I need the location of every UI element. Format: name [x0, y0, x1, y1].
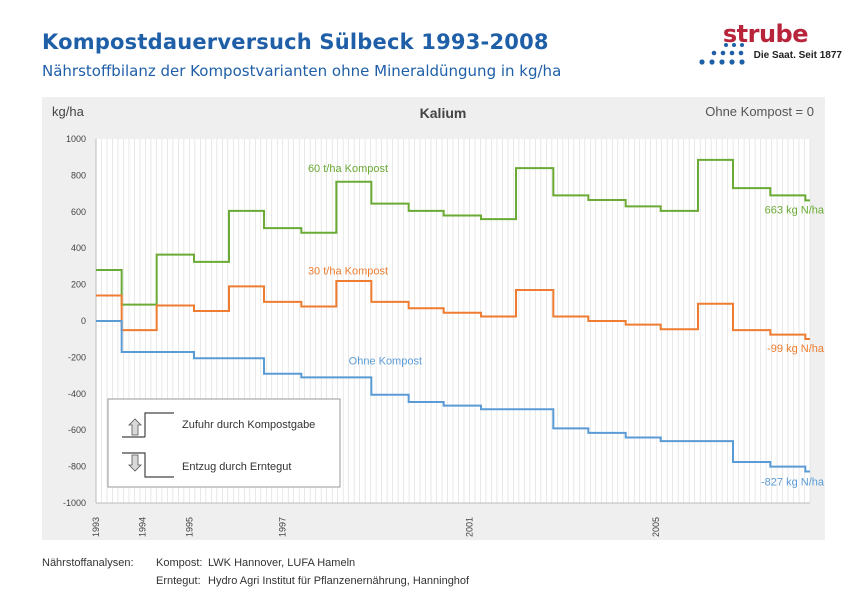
chart-note: Ohne Kompost = 0 [705, 104, 814, 119]
y-axis-ticks: -1000 -800 -600 -400 -200 0 200 400 600 800 1000 [63, 134, 86, 508]
x-tick-label: 2001 [464, 517, 474, 537]
x-tick-label: 1997 [278, 517, 288, 537]
series-name-label: 30 t/ha Kompost [308, 266, 388, 278]
x-tick-label: 2005 [651, 517, 661, 537]
chart-panel: -1000 -800 -600 -400 -200 0 200 400 600 800 1000 1… [42, 97, 825, 540]
arrow-up-icon [122, 412, 174, 438]
y-tick-label: -800 [68, 462, 86, 472]
legend-label-entzug: Entzug durch Erntegut [182, 461, 291, 473]
footer-value-erntegut: Hydro Agri Institut für Pflanzenernährun… [208, 575, 470, 587]
x-tick-label: 1993 [91, 517, 101, 537]
x-tick-label: 1995 [184, 517, 194, 537]
y-tick-label: 200 [71, 280, 86, 290]
y-tick-label: 800 [71, 170, 86, 180]
series-line [96, 158, 810, 306]
series-name-label: Ohne Kompost [349, 356, 422, 368]
series-layer: 60 t/ha Kompost 663 kg N/ha 30 t/ha Kompos… [96, 158, 825, 489]
legend-box: Zufuhr durch Kompostgabe Entzug durch Er… [107, 398, 341, 488]
series-end-label: 663 kg N/ha [765, 205, 825, 217]
footer-label: Nährstoffanalysen: [42, 557, 134, 569]
footer-key-kompost: Kompost: [156, 557, 203, 569]
series-end-label: -99 kg N/ha [767, 343, 825, 355]
y-tick-label: -200 [68, 352, 86, 362]
footer-row-erntegut: Erntegut: Hydro Agri Institut für Pflanze… [42, 575, 469, 593]
footer-row-kompost: Nährstoffanalysen: Kompost: LWK Hannover, … [42, 557, 469, 575]
y-tick-label: 600 [71, 207, 86, 217]
series-line [96, 320, 810, 473]
logo-wordmark: strube [722, 20, 809, 48]
chart-title: Kalium [420, 105, 467, 121]
footer-value-kompost: LWK Hannover, LUFA Hameln [208, 557, 356, 569]
y-tick-label: 0 [81, 316, 86, 326]
y-tick-label: -400 [68, 389, 86, 399]
y-tick-label: 1000 [66, 134, 86, 144]
x-axis-ticks: 1993 1994 1995 1997 2001 2005 [91, 517, 661, 537]
x-tick-label: 1994 [138, 517, 148, 537]
footer-key-erntegut: Erntegut: [156, 575, 201, 587]
y-axis-label: kg/ha [52, 104, 85, 119]
strube-logo: strube Die Saat. Seit 1877 [694, 20, 844, 78]
series-end-label: -827 kg N/ha [761, 477, 825, 489]
y-tick-label: -600 [68, 425, 86, 435]
footer: Nährstoffanalysen: Kompost: LWK Hannover, … [42, 557, 469, 593]
logo-tagline: Die Saat. Seit 1877 [753, 50, 842, 61]
series-line [96, 279, 810, 341]
series-name-label: 60 t/ha Kompost [308, 163, 388, 175]
arrow-down-icon [122, 452, 174, 478]
kalium-chart: -1000 -800 -600 -400 -200 0 200 400 600 800 1000 1… [52, 104, 825, 537]
legend-label-zufuhr: Zufuhr durch Kompostgabe [182, 419, 315, 431]
y-tick-label: -1000 [63, 498, 86, 508]
y-tick-label: 400 [71, 243, 86, 253]
page-title: Kompostdauerversuch Sülbeck 1993-2008 [42, 30, 549, 54]
logo-dots-icon [699, 43, 745, 65]
page-subtitle: Nährstoffbilanz der Kompostvarianten ohn… [42, 62, 562, 80]
